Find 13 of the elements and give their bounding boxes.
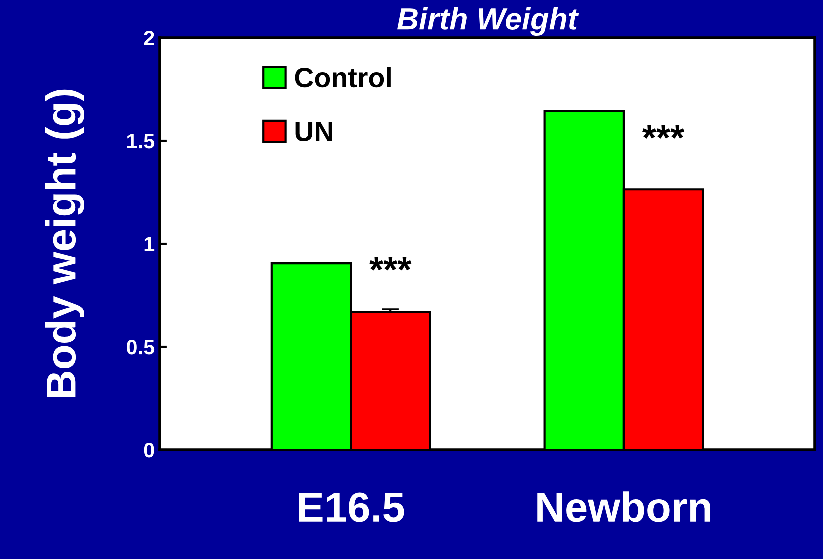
y-tick-label: 1.5 <box>127 134 155 149</box>
legend-label: Control <box>295 67 391 88</box>
x-tick-label: Newborn <box>538 492 711 522</box>
y-axis-title: Body weight (g) <box>45 90 85 398</box>
y-tick-label: 2 <box>144 31 154 46</box>
y-tick-label: 0.5 <box>127 340 155 355</box>
annotation: *** <box>642 125 685 139</box>
chart-title: Birth Weight <box>398 8 580 36</box>
legend-label: UN <box>296 122 332 142</box>
annotation: *** <box>370 257 412 271</box>
x-tick-label: E16.5 <box>299 492 404 522</box>
y-tick-label: 1 <box>144 237 155 252</box>
y-tick-label: 0 <box>144 443 154 458</box>
